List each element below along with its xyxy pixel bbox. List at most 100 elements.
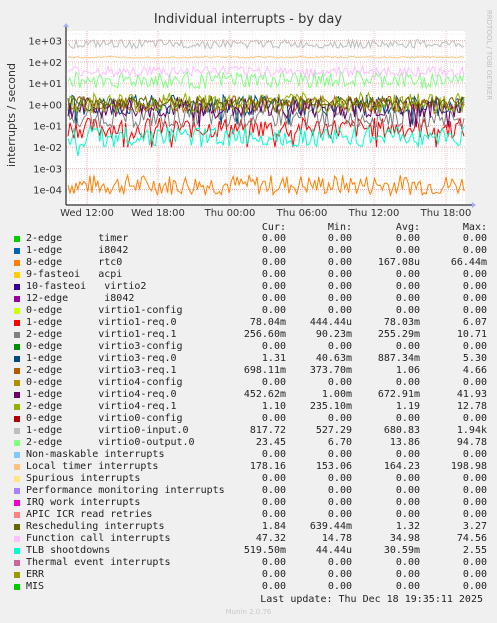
legend-swatch: [14, 440, 20, 446]
legend-series-name: Rescheduling interrupts: [26, 521, 165, 532]
legend-swatch: [14, 308, 20, 314]
legend-swatch: [14, 404, 20, 410]
x-tick-label: Thu 18:00: [420, 208, 472, 219]
legend-series-name: 2-edge timer: [26, 233, 129, 244]
legend-max: 5.30: [462, 353, 487, 364]
legend-min: 14.78: [321, 533, 352, 544]
legend-avg: 0.00: [395, 449, 420, 460]
legend-cur: 256.60m: [243, 329, 286, 340]
legend-max: 0.00: [462, 269, 487, 280]
legend-max: 0.00: [462, 305, 487, 316]
legend-swatch: [14, 284, 20, 290]
rrdtool-side-label: RRDTOOL / TOBI OETIKER: [485, 10, 493, 100]
col-avg: Avg:: [395, 222, 420, 233]
legend-series-name: 2-edge virtio3-req.1: [26, 365, 177, 376]
x-tick-label: Thu 00:00: [204, 208, 256, 219]
legend-avg: 1.32: [395, 521, 420, 532]
legend-cur: 0.00: [261, 341, 286, 352]
y-tick-label: 1e+02: [28, 58, 62, 69]
legend-avg: 1.06: [395, 365, 420, 376]
legend-swatch: [14, 416, 20, 422]
legend-max: 0.00: [462, 293, 487, 304]
series-line: [67, 55, 465, 59]
legend-series-name: APIC ICR read retries: [26, 509, 153, 520]
legend-min: 0.00: [327, 497, 352, 508]
y-tick-label: 1e-01: [33, 122, 62, 133]
legend-swatch: [14, 428, 20, 434]
legend-series-name: 0-edge virtio1-config: [26, 305, 183, 316]
legend-cur: 1.84: [261, 521, 286, 532]
legend-cur: 0.00: [261, 449, 286, 460]
legend-cur: 519.50m: [243, 545, 286, 556]
legend-row: Rescheduling interrupts 1.84 639.44m 1.32 3.…: [12, 521, 492, 533]
legend-row: APIC ICR read retries 0.00 0.00 0.00 0.00: [12, 509, 492, 521]
legend-row: 8-edge rtc0 0.00 0.00 167.08u 66.44m: [12, 257, 492, 269]
legend-max: 66.44m: [450, 257, 487, 268]
legend-swatch: [14, 560, 20, 566]
legend-min: 0.00: [327, 509, 352, 520]
legend-row: 9-fasteoi acpi 0.00 0.00 0.00 0.00: [12, 269, 492, 281]
legend-cur: 1.31: [261, 353, 286, 364]
legend-swatch: [14, 584, 20, 590]
legend-cur: 23.45: [255, 437, 286, 448]
legend-cur: 0.00: [261, 233, 286, 244]
legend-avg: 13.86: [389, 437, 420, 448]
legend-avg: 887.34m: [377, 353, 420, 364]
legend-max: 0.00: [462, 245, 487, 256]
legend-min: 6.70: [327, 437, 352, 448]
x-tick-labels: Wed 12:00 Wed 18:00 Thu 00:00 Thu 06:00 Thu …: [60, 208, 471, 219]
legend-min: 0.00: [327, 473, 352, 484]
legend-max: 3.27: [462, 521, 487, 532]
legend-series-name: Local timer interrupts: [26, 461, 159, 472]
legend-swatch: [14, 500, 20, 506]
legend-max: 0.00: [462, 377, 487, 388]
legend-max: 0.00: [462, 509, 487, 520]
legend-avg: 0.00: [395, 413, 420, 424]
legend-max: 0.00: [462, 485, 487, 496]
axes: [63, 23, 476, 208]
legend-cur: 0.00: [261, 557, 286, 568]
legend-cur: 0.00: [261, 245, 286, 256]
legend-series-name: 2-edge virtio1-req.1: [26, 329, 177, 340]
legend-swatch: [14, 356, 20, 362]
legend-cur: 78.04m: [249, 317, 286, 328]
legend-series-name: 1-edge i8042: [26, 245, 129, 256]
legend-max: 0.00: [462, 569, 487, 580]
legend-series-name: Thermal event interrupts: [26, 557, 171, 568]
legend-series-name: Performance monitoring interrupts: [26, 485, 225, 496]
legend-row: Non-maskable interrupts 0.00 0.00 0.00 0.00: [12, 449, 492, 461]
legend-row: 10-fasteoi virtio2 0.00 0.00 0.00 0.00: [12, 281, 492, 293]
legend-series-name: 2-edge virtio4-req.1: [26, 401, 177, 412]
legend-cur: 0.00: [261, 377, 286, 388]
legend-cur: 0.00: [261, 569, 286, 580]
legend-avg: 0.00: [395, 557, 420, 568]
series-line: [67, 124, 465, 156]
legend-avg: 0.00: [395, 233, 420, 244]
legend-swatch: [14, 260, 20, 266]
legend-min: 0.00: [327, 569, 352, 580]
y-tick-labels: 1e+03 1e+02 1e+01 1e+00 1e-01 1e-02 1e-03 1e-04: [28, 37, 62, 197]
legend-series-name: TLB shootdowns: [26, 545, 111, 556]
legend-max: 0.00: [462, 473, 487, 484]
legend-row: 1-edge virtio3-req.0 1.31 40.63m 887.34m 5.3…: [12, 353, 492, 365]
legend-min: 0.00: [327, 557, 352, 568]
legend-min: 44.44u: [315, 545, 352, 556]
legend-row: ERR 0.00 0.00 0.00 0.00: [12, 569, 492, 581]
legend-swatch: [14, 236, 20, 242]
legend-avg: 0.00: [395, 245, 420, 256]
legend-row: 2-edge virtio1-req.1 256.60m 90.23m 255.29m…: [12, 329, 492, 341]
legend-max: 198.98: [450, 461, 487, 472]
last-update: Last update: Thu Dec 18 19:35:11 2025: [260, 594, 483, 605]
legend-cur: 0.00: [261, 305, 286, 316]
legend-series-name: 0-edge virtio0-config: [26, 413, 183, 424]
col-cur: Cur:: [261, 222, 286, 233]
legend-series-name: 2-edge virtio0-output.0: [26, 437, 195, 448]
legend-swatch: [14, 320, 20, 326]
legend-cur: 698.11m: [243, 365, 286, 376]
legend-max: 12.78: [456, 401, 487, 412]
col-min: Min:: [327, 222, 352, 233]
legend-row: 0-edge virtio0-config 0.00 0.00 0.00 0.00: [12, 413, 492, 425]
legend-row: 1-edge virtio4-req.0 452.62m 1.00m 672.91m 4…: [12, 389, 492, 401]
legend-avg: 0.00: [395, 341, 420, 352]
